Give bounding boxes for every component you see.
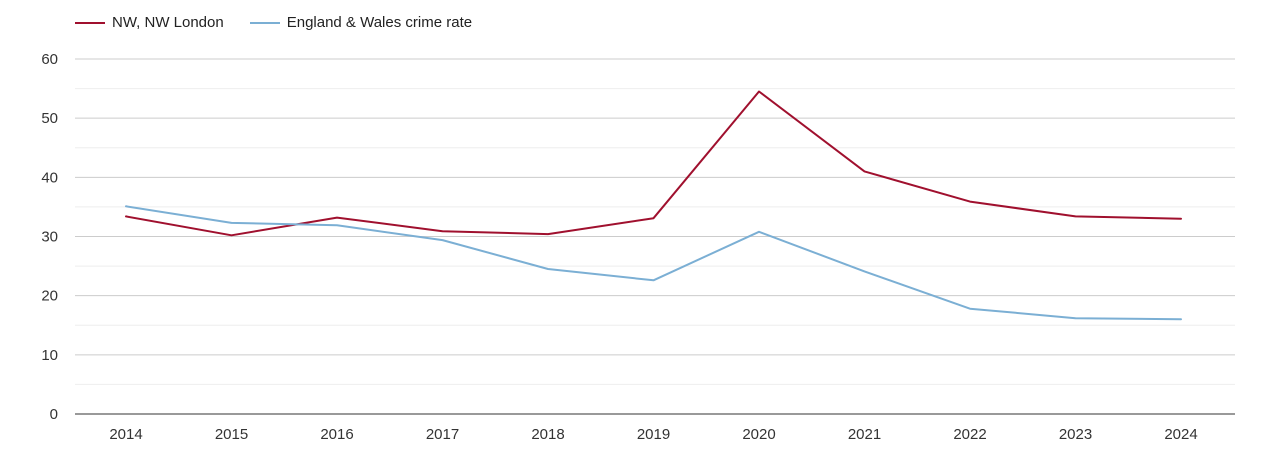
x-tick-label: 2021 <box>848 426 881 443</box>
legend-label-england-wales: England & Wales crime rate <box>286 14 473 31</box>
y-tick-label: 0 <box>50 406 58 423</box>
data-point <box>1070 312 1082 324</box>
grid-lines <box>75 58 1235 385</box>
data-point <box>226 217 238 229</box>
x-tick-label: 2014 <box>109 426 142 443</box>
data-point <box>542 263 554 275</box>
data-point <box>964 196 976 208</box>
data-point <box>1175 213 1187 225</box>
x-tick-label: 2022 <box>953 426 986 443</box>
legend-item-nw-london[interactable]: NW, NW London <box>75 14 224 31</box>
data-point <box>859 165 871 177</box>
x-tick-label: 2024 <box>1164 426 1197 443</box>
data-point <box>331 219 343 231</box>
x-tick-label: 2015 <box>215 426 248 443</box>
x-tick-label: 2020 <box>742 426 775 443</box>
data-series <box>120 86 1187 325</box>
x-tick-label: 2019 <box>637 426 670 443</box>
data-point <box>648 274 660 286</box>
data-point <box>753 226 765 238</box>
y-tick-label: 50 <box>41 110 58 127</box>
data-point <box>648 212 660 224</box>
legend-swatch-england-wales <box>249 21 280 24</box>
legend-label-nw-london: NW, NW London <box>112 14 224 31</box>
y-tick-label: 10 <box>41 347 58 364</box>
data-point <box>1070 210 1082 222</box>
data-point <box>1175 313 1187 325</box>
data-point <box>437 234 449 246</box>
x-tick-label: 2016 <box>320 426 353 443</box>
axes: 0 10 20 30 40 50 60 2014 2015 2016 2017 2018 2019 202… <box>41 51 1235 443</box>
data-point <box>964 303 976 315</box>
x-tick-label: 2023 <box>1059 426 1092 443</box>
x-tick-label: 2017 <box>426 426 459 443</box>
y-tick-label: 20 <box>41 288 58 305</box>
data-point <box>120 200 132 212</box>
series-line-1 <box>125 205 1182 321</box>
legend-item-england-wales[interactable]: England & Wales crime rate <box>249 14 473 31</box>
y-tick-label: 30 <box>41 229 58 246</box>
data-point <box>753 86 765 98</box>
x-tick-label: 2018 <box>531 426 564 443</box>
chart-legend: NW, NW London England & Wales crime rate <box>75 14 498 31</box>
data-point <box>859 265 871 277</box>
legend-swatch-nw-london <box>75 21 105 24</box>
data-point <box>542 228 554 240</box>
y-tick-label: 40 <box>41 169 58 186</box>
data-point <box>226 229 238 241</box>
y-tick-label: 60 <box>41 51 58 68</box>
